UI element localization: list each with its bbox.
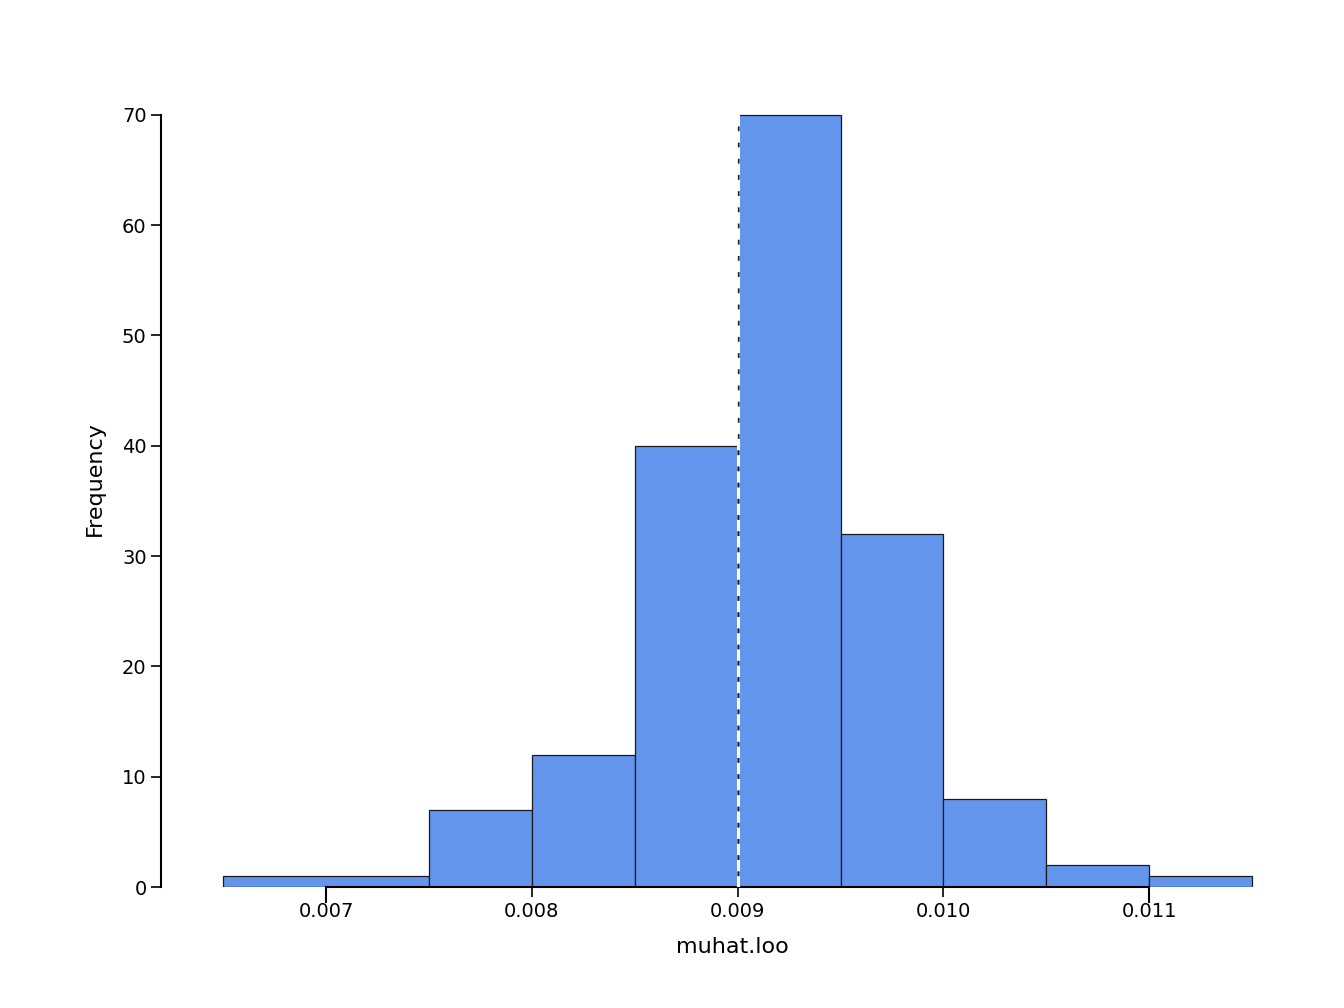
Bar [1047, 865, 1149, 887]
Bar [1149, 876, 1253, 887]
Bar [223, 876, 429, 887]
Y-axis label: Frequency: Frequency [85, 421, 105, 536]
Bar [840, 534, 943, 887]
Bar [429, 809, 532, 887]
Bar [532, 755, 634, 887]
X-axis label: muhat.loo: muhat.loo [676, 937, 789, 958]
Bar [738, 115, 840, 887]
Bar [943, 798, 1047, 887]
Bar [634, 446, 738, 887]
